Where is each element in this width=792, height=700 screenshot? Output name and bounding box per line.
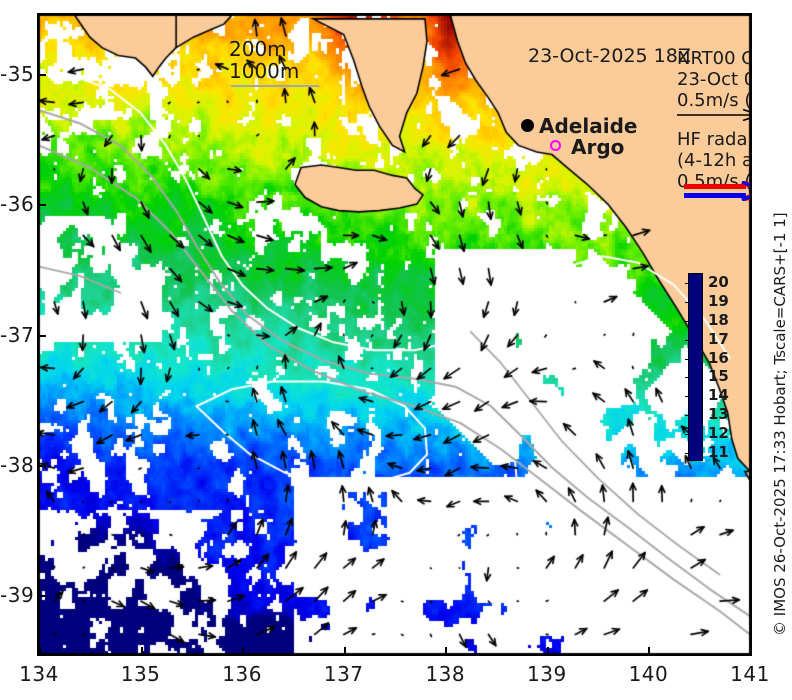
nrt-gsl-legend: NRT00 GSL23-Oct 00:00Z0.5m/s (1kt 24h) [677,48,752,111]
x-axis-label: 140 [628,662,669,686]
colorbar-tick [685,415,689,416]
colorbar-tick [685,321,689,322]
nrt-gsl-line2: 23-Oct 00:00Z [677,69,750,90]
colorbar-tick [685,452,689,454]
x-axis-tick [750,647,752,654]
x-axis-label: 138 [425,662,466,686]
x-axis-tick [39,647,41,654]
adelaide-marker-icon [521,119,534,132]
x-axis-label: 141 [730,662,770,686]
y-axis-tick [39,334,46,337]
colorbar-tick-label: 12 [708,423,729,442]
colorbar-tick-label: 17 [708,329,729,348]
x-axis-tick [343,647,346,654]
argo-marker-icon [550,140,561,151]
x-axis-label: 139 [527,662,567,686]
y-axis-label: -35 [0,61,35,86]
x-axis-tick [140,647,143,654]
y-axis-tick [39,73,46,76]
date-stamp: 23-Oct-2025 18Z [528,45,691,67]
nrt-gsl-line1: NRT00 GSL [677,48,750,69]
colorbar: 11 12 13 14 15 16 17 18 19 20 [685,273,729,461]
colorbar-tick-label: 15 [708,367,729,386]
sst-map-canvas [39,15,750,654]
depth-contour-label-1000m: 1000m [229,59,300,83]
x-axis-tick [648,647,651,654]
colorbar-tick-label: 14 [708,386,729,405]
x-axis-tick [445,647,448,654]
colorbar-tick [685,377,689,379]
hf-radar-line1: HF radar velocity [677,129,752,150]
nrt-gsl-key-arrow-icon [677,109,750,121]
colorbar-tick [685,358,689,360]
y-axis-label: -37 [0,322,35,347]
nrt-gsl-line3: 0.5m/s (1kt 24h) [677,90,752,111]
hf-radar-legend: HF radar velocity(4-12h avg) noQC0.5m/s … [677,129,752,192]
y-axis-tick [39,464,46,467]
x-axis-label: 137 [323,662,364,686]
y-axis-tick [39,595,46,598]
colorbar-tick [685,302,689,304]
adelaide-label: Adelaide [539,114,638,138]
hf-radar-line2: (4-12h avg) noQC [677,150,752,171]
x-axis-label: 136 [222,662,262,686]
colorbar-tick [685,433,689,435]
x-axis-tick [242,647,245,654]
depth-contour-label-200m: 200m [229,37,287,61]
x-axis-tick [546,647,549,654]
colorbar-tick-label: 16 [708,348,729,367]
x-axis-label: 135 [120,662,161,686]
colorbar-tick-label: 18 [708,311,729,329]
y-axis-label: -36 [0,192,35,217]
colorbar-tick [685,283,689,285]
x-axis-label: 134 [19,662,59,686]
credit-text: © IMOS 26-Oct-2025 17:33 Hobart; Tscale=… [771,212,789,636]
map-plot-area: 200m 1000m 23-Oct-2025 18Z NRT00 GSL23-O… [37,13,752,656]
hf-radar-key-arrow-icon [684,181,750,201]
colorbar-tick [685,396,689,398]
colorbar-gradient [685,273,703,461]
colorbar-tick-label: 13 [708,405,729,423]
colorbar-tick-label: 19 [708,292,729,311]
y-axis-tick [39,204,46,207]
colorbar-tick [685,339,689,341]
y-axis-label: -38 [0,452,35,477]
argo-label: Argo [571,135,625,159]
depth-contour-rule [231,85,319,87]
colorbar-tick-label: 11 [708,442,729,461]
colorbar-tick-label: 20 [708,273,729,292]
y-axis-label: -39 [0,583,35,608]
